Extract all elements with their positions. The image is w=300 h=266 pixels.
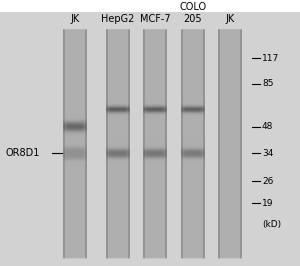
Text: OR8D1: OR8D1 [5, 148, 39, 159]
Text: COLO
205: COLO 205 [179, 2, 207, 24]
Text: 117: 117 [262, 54, 279, 63]
Text: (kD): (kD) [262, 220, 281, 229]
Text: 34: 34 [262, 149, 273, 158]
Text: MCF-7: MCF-7 [140, 14, 170, 24]
Text: JK: JK [70, 14, 80, 24]
Text: 19: 19 [262, 198, 274, 207]
Text: 48: 48 [262, 122, 273, 131]
Text: 85: 85 [262, 79, 274, 88]
Text: 26: 26 [262, 177, 273, 186]
Text: HepG2: HepG2 [101, 14, 135, 24]
Text: JK: JK [225, 14, 235, 24]
